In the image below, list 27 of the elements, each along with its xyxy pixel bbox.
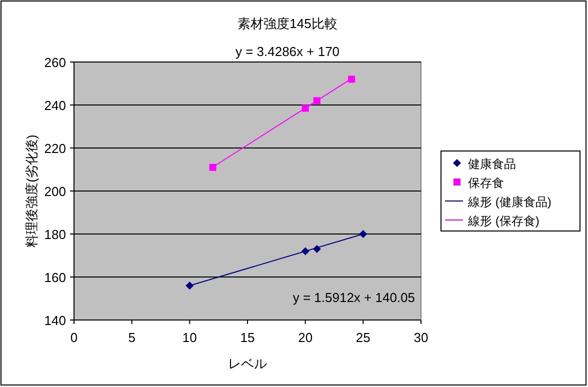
chart-title: 素材強度145比較 [238, 16, 338, 31]
x-tick-label: 20 [298, 330, 313, 345]
point [348, 76, 356, 83]
annotation: y = 1.5912x + 140.05 [292, 290, 415, 305]
x-tick-label: 30 [414, 330, 428, 345]
y-tick-label: 220 [44, 141, 66, 156]
y-tick-label: 160 [44, 270, 66, 285]
x-tick-label: 15 [240, 330, 255, 345]
y-tick-label: 200 [44, 184, 66, 199]
legend-label: 線形 (健康食品) [467, 195, 552, 209]
legend-label: 保存食 [468, 176, 504, 190]
point [186, 282, 194, 290]
y-tick-label: 140 [44, 313, 66, 328]
x-tick-label: 25 [356, 330, 370, 345]
x-axis-title: レベル [228, 356, 267, 371]
point [209, 164, 216, 171]
y-axis-title: 料理後強度(劣化後) [24, 134, 39, 248]
y-tick-label: 240 [44, 98, 66, 113]
x-tick-label: 0 [70, 330, 78, 345]
text: y = 3.4286x + 170 [235, 44, 340, 59]
x-tick-label: 10 [182, 330, 197, 345]
legend-label: 線形 (保存食) [467, 214, 540, 228]
x-tick-label: 5 [128, 330, 136, 345]
y-tick-label: 260 [44, 55, 66, 70]
legend-label: 健康食品 [468, 157, 516, 171]
y-tick-label: 180 [44, 227, 66, 242]
point [359, 230, 368, 238]
